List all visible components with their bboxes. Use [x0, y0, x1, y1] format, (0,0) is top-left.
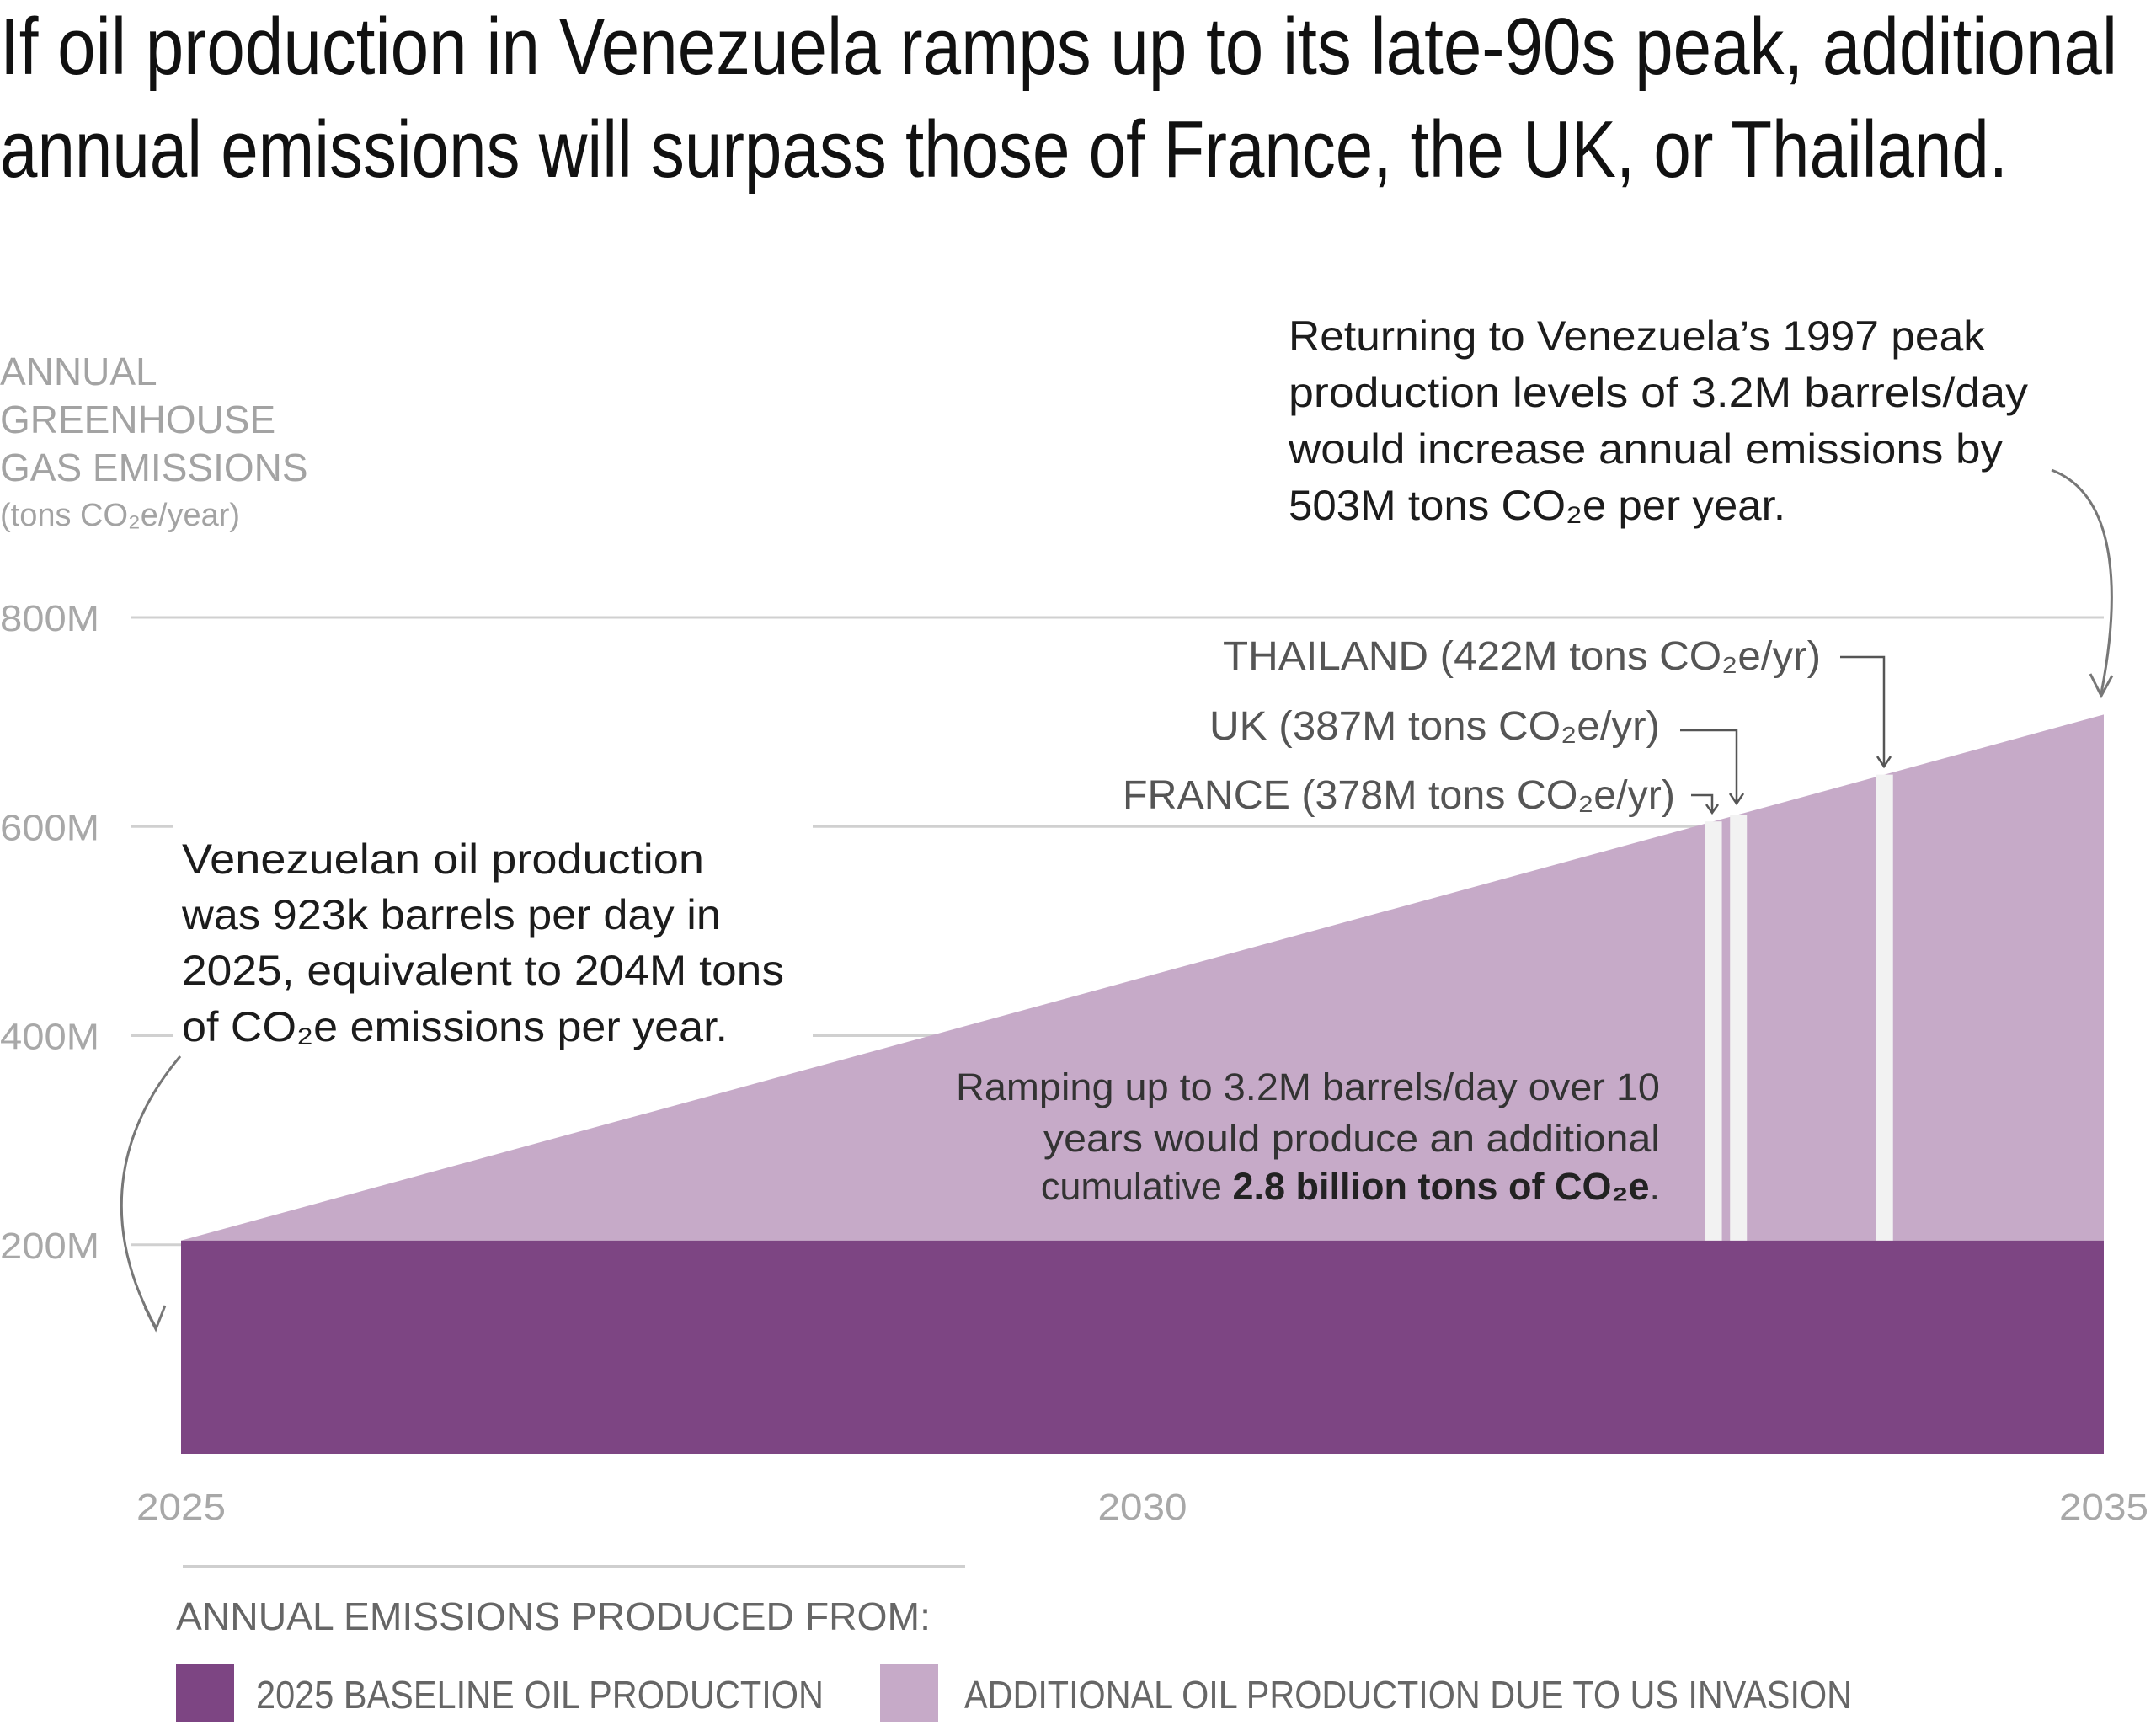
annotation-middle-line: years would produce an additional	[1043, 1117, 1660, 1160]
country-marker-bar	[1730, 815, 1748, 1241]
legend-swatch-additional	[880, 1664, 938, 1722]
annotation-middle-bold: 2.8 billion tons of CO₂e	[1232, 1165, 1649, 1208]
annotation-middle-line: cumulative 2.8 billion tons of CO₂e.	[1041, 1165, 1660, 1208]
additional-emissions-area	[181, 714, 2104, 1241]
x-tick-label: 2025	[136, 1487, 226, 1528]
leader-thailand-arrow-icon	[1876, 756, 1892, 769]
arrow-right	[2051, 468, 2113, 694]
annotation-top-right-line: Returning to Venezuela’s 1997 peak	[1289, 312, 1986, 360]
annotation-middle-suffix: .	[1649, 1165, 1660, 1208]
marker-label-uk: UK (387M tons CO₂e/yr)	[1209, 704, 1660, 749]
country-marker-bar	[1705, 821, 1722, 1241]
legend-title: ANNUAL EMISSIONS PRODUCED FROM:	[176, 1594, 931, 1638]
y-tick-label: 600M	[0, 807, 99, 848]
annotation-middle-line: Ramping up to 3.2M barrels/day over 10	[956, 1066, 1660, 1108]
marker-label-france: FRANCE (378M tons CO₂e/yr)	[1123, 773, 1675, 818]
legend-swatch-baseline	[176, 1664, 234, 1722]
marker-label-thailand: THAILAND (422M tons CO₂e/yr)	[1223, 634, 1821, 679]
annotation-top-right-line: production levels of 3.2M barrels/day	[1289, 369, 2028, 416]
title-line-1: If oil production in Venezuela ramps up …	[0, 2, 2117, 92]
legend-label-baseline: 2025 BASELINE OIL PRODUCTION	[256, 1673, 824, 1717]
leader-france-arrow-icon	[1705, 804, 1720, 815]
annotation-left-line: 2025, equivalent to 204M tons	[182, 947, 784, 994]
annotation-left-line: of CO₂e emissions per year.	[182, 1003, 728, 1050]
x-ticks: 2025 2030 2035	[136, 1487, 2148, 1528]
y-axis-label-line-2: GREENHOUSE	[0, 398, 275, 441]
x-tick-label: 2030	[1098, 1487, 1187, 1528]
title-line-2: annual emissions will surpass those of F…	[0, 104, 2008, 195]
y-tick-label: 200M	[0, 1226, 99, 1267]
annotation-top-right-line: 503M tons CO₂e per year.	[1289, 482, 1785, 529]
leader-thailand	[1840, 655, 1886, 765]
annotation-left-line: was 923k barrels per day in	[181, 891, 721, 938]
leader-uk	[1680, 729, 1738, 802]
y-tick-label: 800M	[0, 598, 99, 639]
annotation-top-right-line: would increase annual emissions by	[1288, 425, 2003, 473]
annotation-left-line: Venezuelan oil production	[182, 836, 704, 883]
annotation-left-bg	[173, 825, 813, 1061]
baseline-emissions-area	[181, 1240, 2104, 1454]
arrow-left-head-icon	[143, 1305, 167, 1333]
arrow-right-head-icon	[2089, 673, 2114, 699]
areas	[181, 714, 2104, 1454]
legend-label-additional: ADDITIONAL OIL PRODUCTION DUE TO US INVA…	[964, 1673, 1852, 1717]
leader-france	[1691, 793, 1714, 811]
country-marker-bar	[1876, 774, 1893, 1241]
y-axis-label-line-1: ANNUAL	[0, 350, 157, 393]
annotation-middle-prefix: cumulative	[1041, 1165, 1233, 1208]
y-axis-label-line-3: GAS EMISSIONS	[0, 446, 308, 489]
y-ticks: 200M 400M 600M 800M	[0, 598, 99, 1267]
y-tick-label: 400M	[0, 1017, 99, 1058]
leader-uk-arrow-icon	[1728, 793, 1745, 806]
y-axis-unit: (tons CO₂e/year)	[0, 498, 240, 533]
x-tick-label: 2035	[2059, 1487, 2148, 1528]
arrow-left	[120, 1055, 182, 1328]
